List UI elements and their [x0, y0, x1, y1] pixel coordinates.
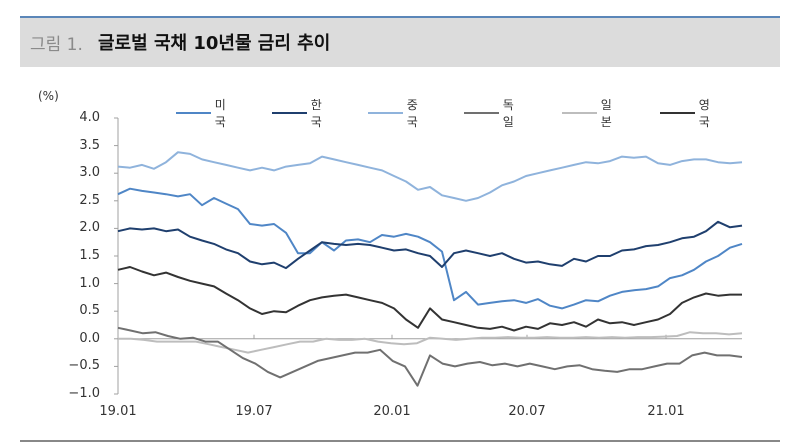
legend-item-de: 독일 — [464, 96, 521, 130]
y-tick: 2.5 — [79, 193, 100, 208]
x-tick: 20.07 — [508, 404, 546, 419]
x-tick: 20.01 — [373, 404, 411, 419]
chart-title: 글로벌 국채 10년물 금리 추이 — [98, 33, 331, 54]
legend-swatch — [176, 112, 211, 114]
series-line — [117, 326, 743, 387]
series-line — [117, 151, 743, 202]
legend-label: 독일 — [502, 98, 514, 129]
series-line — [117, 187, 743, 310]
legend-item-cn: 중국 — [368, 96, 425, 130]
legend-label: 한국 — [310, 98, 322, 129]
figure-label: 그림 1. — [30, 35, 83, 55]
series-line — [117, 220, 743, 270]
legend-item-jp: 일본 — [562, 96, 619, 130]
legend-swatch — [464, 112, 499, 114]
footer-divider — [20, 440, 780, 442]
legend-item-us: 미국 — [176, 96, 233, 130]
y-tick: 4.0 — [79, 110, 100, 125]
y-tick: 3.0 — [79, 165, 100, 180]
y-tick: 3.5 — [79, 138, 100, 153]
x-tick: 19.01 — [99, 404, 137, 419]
legend-label: 미국 — [214, 98, 226, 129]
series-line — [117, 266, 742, 332]
y-tick: 0.0 — [79, 331, 100, 346]
y-tick: 2.0 — [79, 220, 100, 235]
legend-label: 영국 — [698, 98, 710, 129]
y-tick: 1.5 — [79, 248, 100, 263]
y-tick: −1.0 — [68, 386, 100, 401]
y-axis-unit: (%) — [38, 89, 59, 103]
legend-swatch — [368, 112, 403, 114]
legend-swatch — [562, 112, 597, 114]
series-lines — [117, 151, 743, 387]
axes — [114, 117, 742, 395]
legend-label: 일본 — [600, 98, 612, 129]
series-line — [118, 331, 743, 354]
legend-item-kr: 한국 — [272, 96, 329, 130]
legend-swatch — [660, 112, 695, 114]
legend-label: 중국 — [406, 98, 418, 129]
legend-item-uk: 영국 — [660, 96, 717, 130]
y-tick: −0.5 — [68, 358, 100, 373]
x-tick: 19.07 — [235, 404, 273, 419]
figure-header: 그림 1. 글로벌 국채 10년물 금리 추이 — [20, 16, 780, 67]
y-tick: 0.5 — [79, 303, 100, 318]
legend-swatch — [272, 112, 307, 114]
y-tick: 1.0 — [79, 276, 100, 291]
x-tick: 21.01 — [647, 404, 685, 419]
